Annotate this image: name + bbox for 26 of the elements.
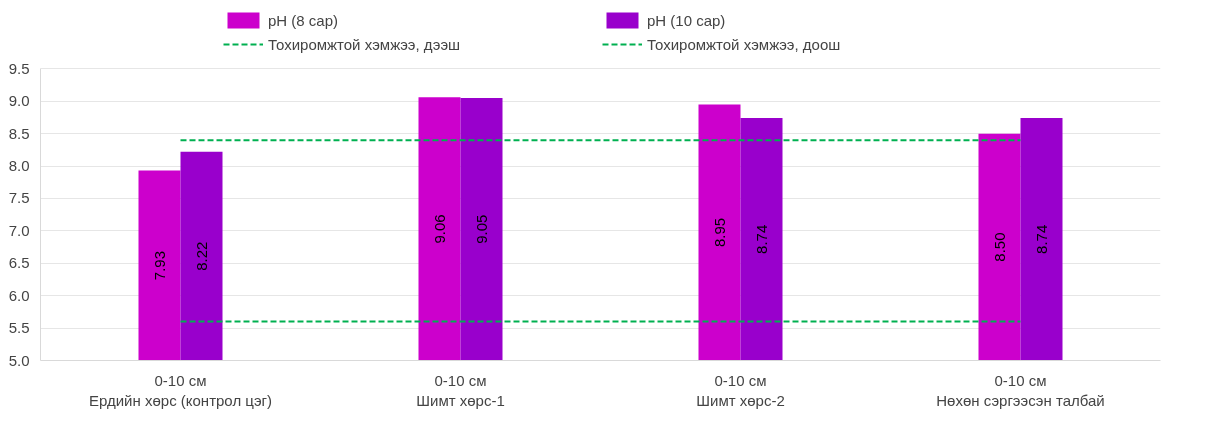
data-label: 7.93 [150,250,168,281]
x-tick-label: 0-10 см Нөхөн сэргээсэн талбай [936,371,1105,409]
text: 6.0 [8,286,30,304]
data-label: 9.05 [472,214,490,244]
text: 8.0 [8,157,30,175]
x-tick-label: 0-10 см Шимт хөрс-2 [696,371,785,409]
text: 7.0 [8,221,30,239]
data-label: 8.95 [710,217,728,248]
text: 6.5 [8,254,30,272]
data-label: 8.22 [192,241,210,271]
x-tick-label: 0-10 см Ердийн хөрс (контрол цэг) [88,371,273,409]
text: 8.5 [8,124,30,142]
legend-label: pH (10 сар) [647,11,727,29]
x-tick-label: 0-10 см Шимт хөрс-1 [416,371,505,409]
data-label: 8.50 [990,232,1008,262]
data-label: 8.74 [1032,224,1050,254]
text: 9.0 [8,92,30,110]
data-label: 9.06 [430,214,448,244]
legend-label: Тохиромжтой хэмжээ, доош [647,35,842,53]
data-label: 8.74 [752,224,770,254]
legend-label: Тохиромжтой хэмжээ, дээш [268,35,462,53]
legend-label: pH (8 сар) [268,11,340,29]
text: 9.5 [8,59,30,77]
text: 5.0 [8,351,30,369]
text: 5.5 [8,319,30,337]
text: 7.5 [8,189,30,207]
